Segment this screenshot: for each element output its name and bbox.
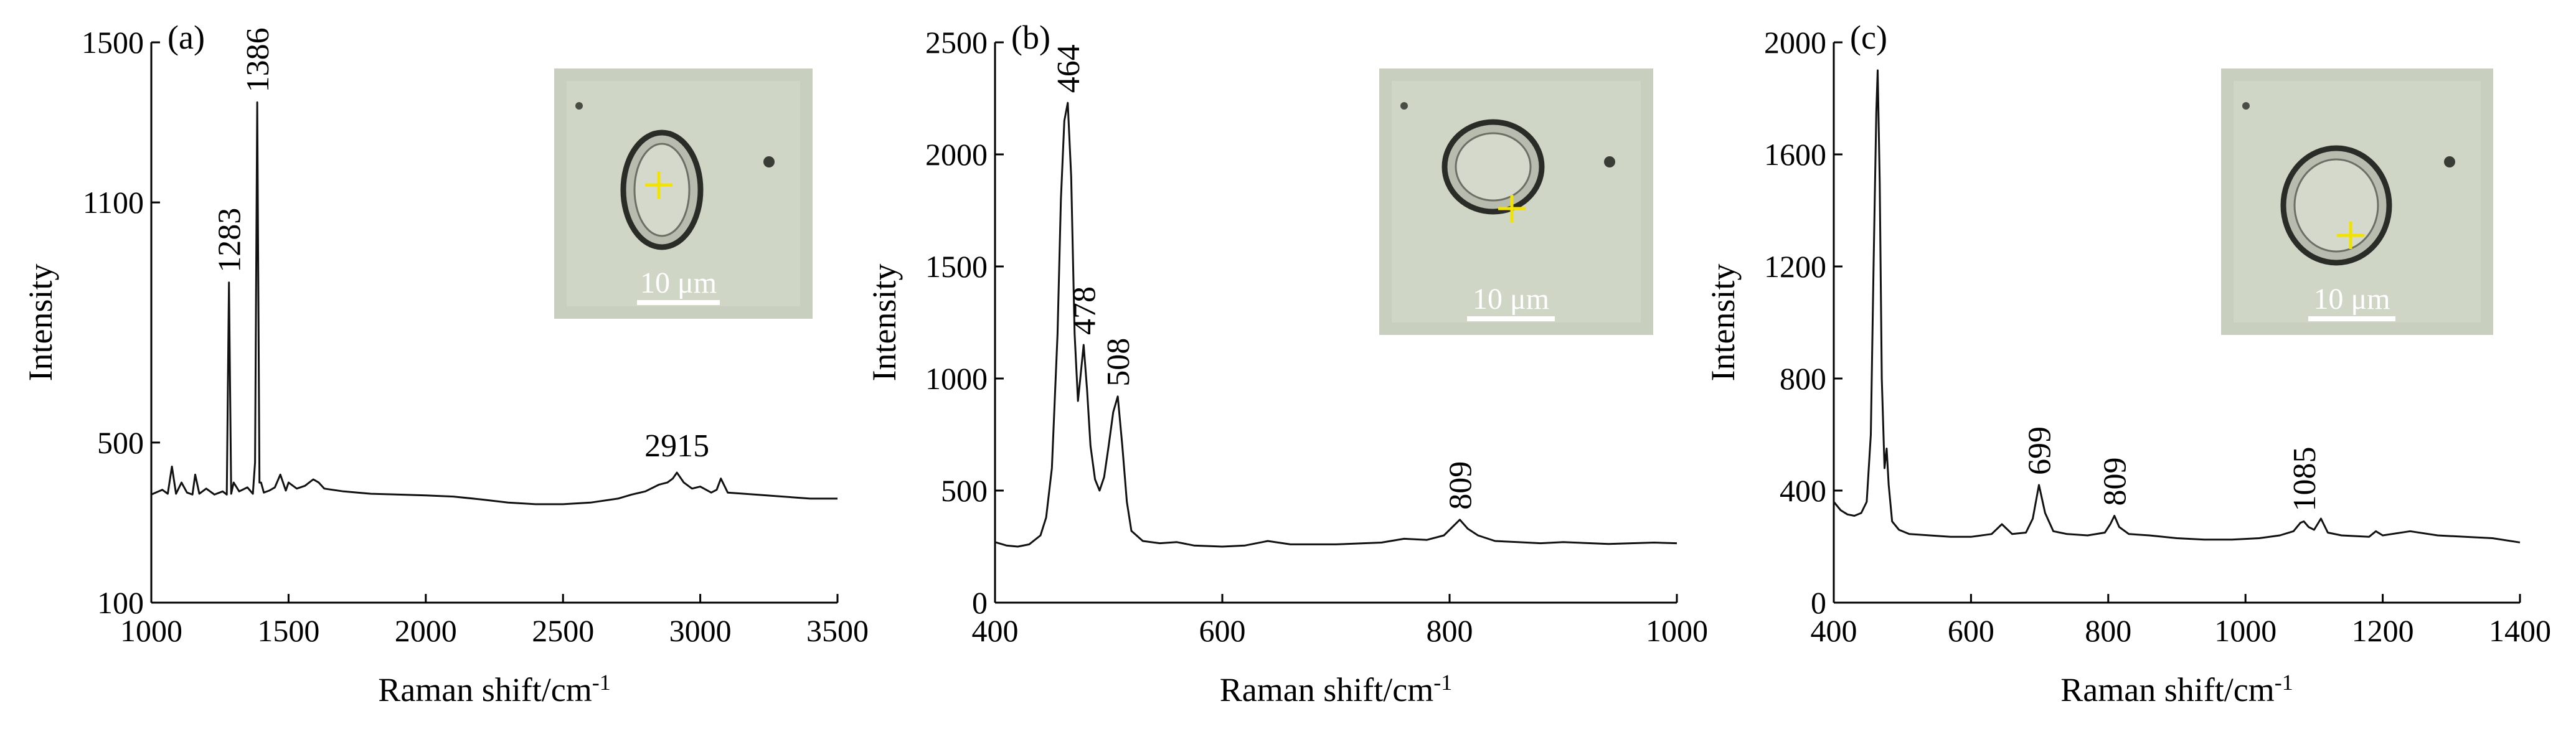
y-tick-label: 2000 (1764, 25, 1826, 60)
peak-label: 1386 (240, 27, 276, 92)
y-tick-label: 0 (1811, 585, 1826, 620)
y-tick-label: 100 (97, 585, 144, 620)
x-tick-label: 600 (1948, 613, 1994, 648)
chart-panel-1: 1000 1500 2000 2500 3000 3500 100 500 1100 1500 Ra… (22, 19, 869, 708)
scale-bar-label: 10 μm (2313, 283, 2390, 316)
y-tick-label: 1500 (82, 25, 144, 60)
micrograph-inset: 10 μm (1379, 68, 1653, 335)
spectrum-line (994, 101, 1677, 548)
peak-label: 478 (1067, 286, 1102, 335)
chart-panel-2: 400 600 800 1000 0 500 1000 1500 2000 2500 Raman s… (866, 19, 1708, 708)
x-axis-label: Raman shift/cm-1 (1220, 670, 1452, 708)
y-tick-label: 1100 (83, 185, 144, 220)
y-axis-label: Intensity (22, 264, 59, 382)
panel-label: (c) (1850, 19, 1887, 56)
micrograph-inset: 10 μm (554, 68, 813, 319)
y-tick-label: 400 (1780, 473, 1826, 508)
inclusion-bubble (633, 143, 691, 237)
panel-label: (a) (167, 19, 205, 56)
x-tick-label: 400 (1811, 613, 1857, 648)
x-tick-label: 600 (1199, 613, 1246, 648)
y-tick-label: 1600 (1764, 137, 1826, 172)
inclusion-bubble (2293, 158, 2379, 253)
x-tick-label: 2500 (532, 613, 594, 648)
y-tick-label: 2000 (925, 137, 988, 172)
peak-label: 809 (1443, 461, 1478, 510)
peak-label: 464 (1051, 44, 1087, 93)
chart-panel-3: 400 600 800 1000 1200 14000400800120016002000… (1704, 19, 2551, 708)
y-tick-label: 2500 (925, 25, 988, 60)
micrograph-inset: 10 μm (2221, 68, 2493, 335)
peak-label: 699 (2022, 426, 2057, 475)
x-tick-label: 1000 (120, 613, 182, 648)
x-tick-label: 3500 (806, 613, 869, 648)
peak-label: 1283 (212, 208, 248, 273)
particle-dot (2242, 102, 2250, 110)
particle-dot (1400, 102, 1408, 110)
y-axis-label: Intensity (1704, 264, 1742, 382)
x-tick-label: 400 (972, 613, 1019, 648)
peak-label: 508 (1101, 338, 1136, 387)
x-tick-label: 800 (1427, 613, 1473, 648)
particle-dot (1604, 156, 1615, 167)
y-tick-label: 800 (1780, 361, 1826, 396)
y-tick-label: 1500 (925, 249, 988, 284)
peak-label: 809 (2098, 458, 2133, 506)
x-tick-label: 800 (2085, 613, 2131, 648)
peak-label: 1085 (2287, 447, 2323, 512)
spectrum-line (1833, 69, 2521, 543)
y-tick-label: 500 (97, 425, 144, 460)
x-tick-label: 1000 (2214, 613, 2276, 648)
particle-dot (763, 156, 775, 167)
x-tick-label: 2000 (395, 613, 457, 648)
x-tick-label: 1000 (1646, 613, 1708, 648)
particle-dot (575, 102, 583, 110)
x-axis-label: Raman shift/cm-1 (2060, 670, 2293, 708)
x-axis-label: Raman shift/cm-1 (378, 670, 610, 708)
y-tick-label: 0 (972, 585, 988, 620)
scale-bar-label: 10 μm (640, 266, 717, 299)
scale-bar-label: 10 μm (1473, 283, 1549, 316)
x-tick-label: 1200 (2352, 613, 2414, 648)
inclusion-bubble (1455, 132, 1532, 202)
particle-dot (2444, 156, 2455, 167)
x-tick-label: 1400 (2489, 613, 2551, 648)
x-tick-label: 3000 (669, 613, 732, 648)
x-tick-label: 1500 (257, 613, 319, 648)
y-axis-label: Intensity (866, 264, 903, 382)
y-tick-label: 1200 (1764, 249, 1826, 284)
panel-label: (b) (1011, 19, 1050, 56)
peak-label: 2915 (644, 428, 709, 464)
y-tick-label: 1000 (925, 361, 988, 396)
spectrum-line (151, 101, 837, 506)
y-tick-label: 500 (941, 473, 988, 508)
